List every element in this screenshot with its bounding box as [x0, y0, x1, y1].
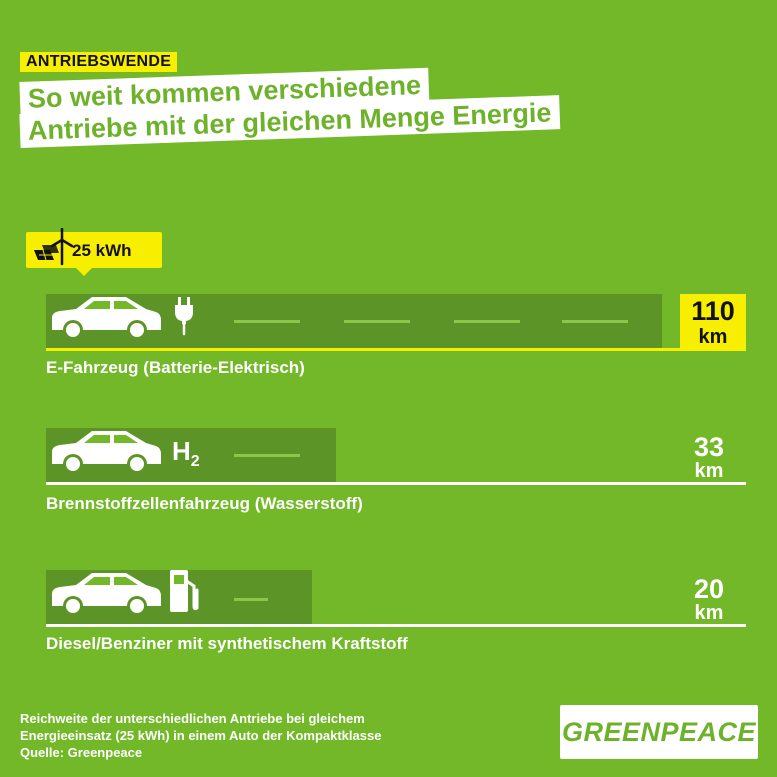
note-line-2: Energieeinsatz (25 kWh) in einem Auto de… [20, 728, 382, 743]
greenpeace-logo: GREENPEACE [560, 705, 758, 759]
car-icon [52, 297, 161, 340]
baseline-3 [46, 624, 746, 627]
value-1: 110 [691, 296, 735, 326]
fuel-pump-icon [170, 570, 199, 612]
plug-icon [175, 297, 193, 336]
road-dash [562, 320, 628, 323]
row-label-1: E-Fahrzeug (Batterie-Elektrisch) [46, 358, 305, 377]
h2-icon: H2 [172, 436, 200, 471]
energy-badge-pointer [74, 266, 94, 276]
baseline-1 [46, 348, 746, 351]
source-note: Reichweite der unterschiedlichen Antrieb… [20, 710, 381, 761]
value-3: 20 [693, 574, 725, 604]
note-line-3: Quelle: Greenpeace [20, 745, 143, 760]
road-dash [344, 320, 410, 323]
energy-badge-label: 25 kWh [72, 241, 132, 260]
road-dash [234, 454, 300, 457]
road-dash [234, 320, 300, 323]
logo-text: GREENPEACE [561, 716, 757, 747]
unit-1: km [698, 326, 728, 348]
row-label-2: Brennstoffzellenfahrzeug (Wasserstoff) [46, 494, 363, 513]
value-box-1 [680, 294, 746, 350]
solar-panel-icon [34, 245, 59, 261]
category-tag: ANTRIEBSWENDE [20, 52, 178, 72]
road-dash [234, 598, 268, 601]
car-icon [52, 431, 161, 474]
row-label-3: Diesel/Benziner mit synthetischem Krafts… [46, 634, 408, 653]
unit-2: km [694, 460, 724, 482]
road-dash [454, 320, 520, 323]
value-2: 33 [693, 432, 725, 462]
wind-turbine-icon [50, 228, 74, 266]
car-icon [52, 573, 161, 616]
unit-3: km [694, 602, 724, 624]
note-line-1: Reichweite der unterschiedlichen Antrieb… [20, 711, 365, 726]
baseline-2 [46, 482, 746, 485]
